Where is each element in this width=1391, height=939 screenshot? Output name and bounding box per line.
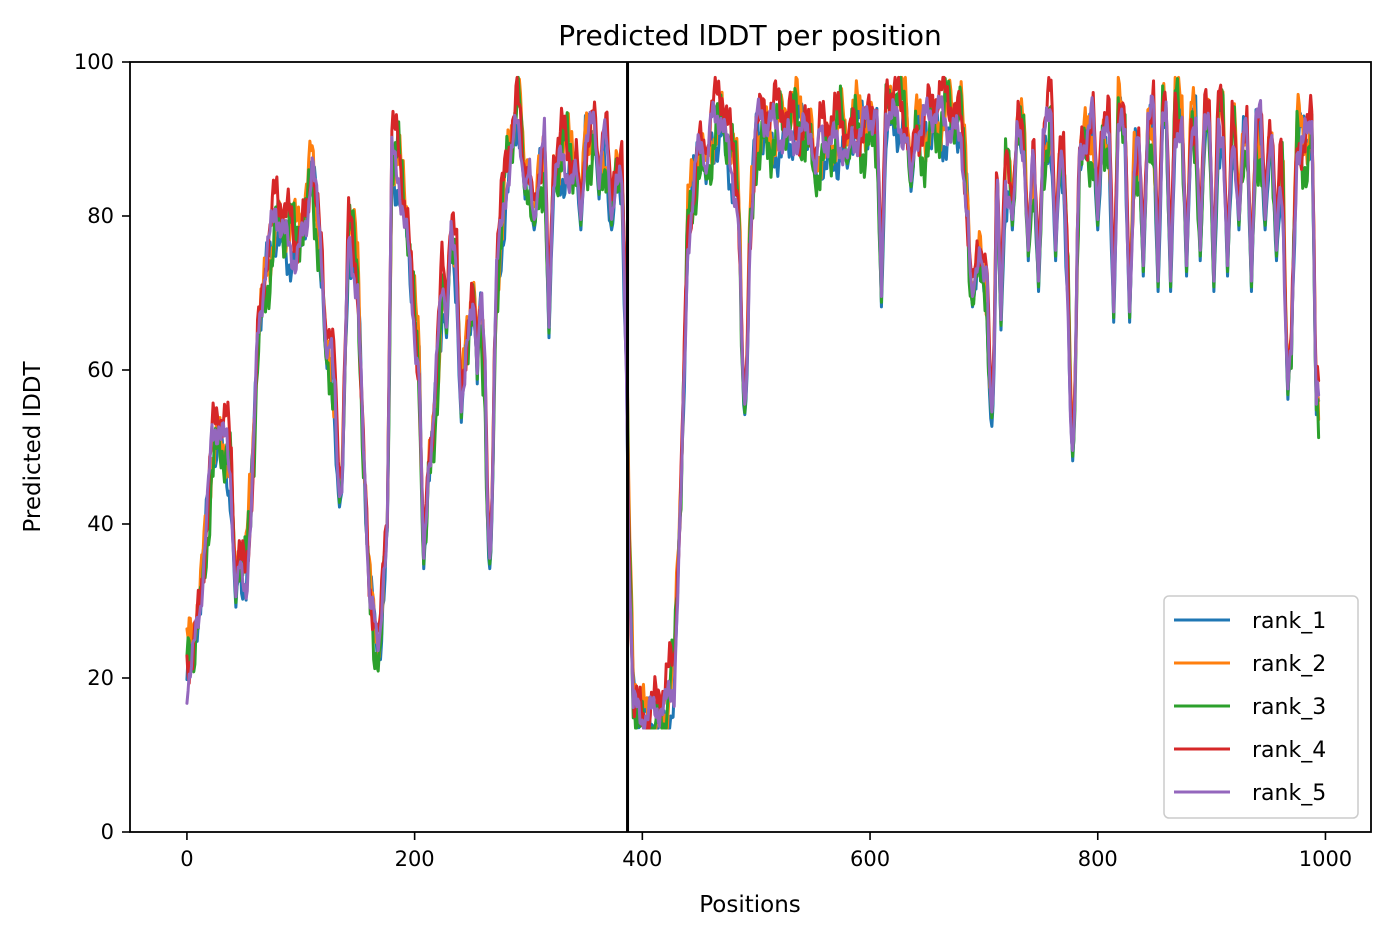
x-axis-ticks: 0 200 400 600 800 1000	[180, 832, 1352, 871]
plot-frame	[129, 61, 1372, 833]
legend-label-rank_5: rank_5	[1252, 781, 1326, 806]
y-tick-label: 40	[87, 512, 114, 536]
legend-label-rank_2: rank_2	[1252, 652, 1326, 677]
y-tick-label: 60	[87, 358, 114, 382]
x-tick-label: 200	[395, 847, 435, 871]
x-axis-label: Positions	[699, 892, 801, 918]
y-tick-label: 0	[101, 820, 114, 844]
y-tick-label: 100	[74, 50, 114, 74]
y-axis-label: Predicted lDDT	[20, 360, 46, 532]
y-tick-label: 80	[87, 204, 114, 228]
x-tick-label: 1000	[1299, 847, 1352, 871]
x-tick-label: 600	[850, 847, 890, 871]
y-axis-ticks: 0 20 40 60 80 100	[74, 50, 130, 844]
chart-title: Predicted lDDT per position	[558, 19, 942, 52]
legend-label-rank_1: rank_1	[1252, 609, 1326, 634]
legend-frame	[1163, 595, 1359, 819]
x-tick-label: 800	[1078, 847, 1118, 871]
series-layer	[185, 75, 1321, 730]
x-tick-label: 0	[180, 847, 193, 871]
legend-label-rank_3: rank_3	[1252, 695, 1326, 720]
legend-label-rank_4: rank_4	[1252, 738, 1326, 763]
y-tick-label: 20	[87, 666, 114, 690]
legend: rank_1 rank_2 rank_3 rank_4 rank_5	[1163, 595, 1359, 819]
series-line-rank_5	[185, 94, 1321, 730]
x-tick-label: 400	[622, 847, 662, 871]
